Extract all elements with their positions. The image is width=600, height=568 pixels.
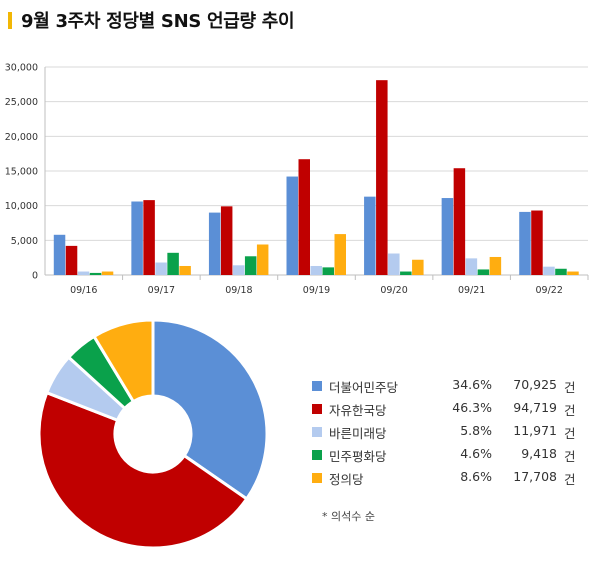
legend-label: 민주평화당 [329,449,387,464]
bar-chart: 0 5,000 10,000 15,000 20,000 25,000 30,000 09/1… [5,63,589,296]
bar [531,210,543,275]
legend-swatch [312,381,322,391]
legend-percent: 46.3% [452,400,492,415]
legend-label: 자유한국당 [329,403,387,418]
bar [232,265,245,275]
y-tick-label: 30,000 [5,63,38,74]
legend-label: 더불어민주당 [329,380,399,395]
x-tick-label: 09/20 [380,285,407,296]
donut-chart [37,318,269,550]
title-bar: 9월 3주차 정당별 SNS 언급량 추이 [8,8,295,32]
legend-count: 11,971 [513,423,557,438]
bar [489,256,502,275]
bar [244,256,257,275]
bar [441,198,454,275]
bar [465,258,478,275]
bar [143,200,155,275]
chart-title: 9월 3주차 정당별 SNS 언급량 추이 [21,11,295,32]
x-tick-label: 09/22 [536,285,563,296]
x-tick-label: 09/19 [303,285,330,296]
x-tick-label: 09/17 [148,285,175,296]
bar [220,206,233,275]
bar [376,80,388,275]
bar [453,168,466,275]
bar [334,234,346,275]
legend-unit: 건 [564,380,576,395]
footnote: * 의석수 순 [322,510,375,523]
legend-row: 자유한국당 46.3% 94,719 건 [312,399,592,422]
bar [101,271,114,275]
bar [179,265,191,275]
legend-unit: 건 [564,426,576,441]
legend-count: 70,925 [513,377,557,392]
bar [298,159,310,275]
x-tick-label: 09/21 [458,285,485,296]
bar [89,272,102,275]
bar [208,212,221,275]
bar [364,196,376,275]
bar [256,244,269,275]
pie-slice [151,318,269,502]
bar [322,267,334,275]
legend-percent: 34.6% [452,377,492,392]
bar [543,266,555,275]
legend-unit: 건 [564,449,576,464]
legend-swatch [312,404,322,414]
pie-legend: 더불어민주당 34.6% 70,925 건 자유한국당 46.3% 94,719… [312,376,592,491]
pie-slice [91,318,155,404]
legend-percent: 5.8% [460,423,492,438]
bar [555,268,567,275]
y-tick-label: 5,000 [11,236,38,247]
bar [167,252,179,275]
bar [388,253,400,275]
legend-label: 정의당 [329,472,364,487]
legend-unit: 건 [564,403,576,418]
bar [310,265,322,275]
legend-swatch [312,473,322,483]
legend-percent: 8.6% [460,469,492,484]
bar [77,271,90,275]
bar [477,269,490,275]
y-tick-label: 15,000 [5,167,38,178]
legend-row: 정의당 8.6% 17,708 건 [312,468,592,491]
y-tick-label: 25,000 [5,97,38,108]
legend-percent: 4.6% [460,446,492,461]
bar [65,245,78,275]
bar [155,262,167,275]
pie-slice [37,390,249,550]
bar [567,271,579,275]
y-tick-label: 10,000 [5,201,38,212]
bar [400,271,412,275]
legend-row: 바른미래당 5.8% 11,971 건 [312,422,592,445]
legend-label: 바른미래당 [329,426,387,441]
bar [53,234,66,275]
y-tick-label: 0 [32,271,38,282]
legend-row: 더불어민주당 34.6% 70,925 건 [312,376,592,399]
legend-swatch [312,427,322,437]
title-accent-mark [8,11,12,29]
legend-row: 민주평화당 4.6% 9,418 건 [312,445,592,468]
legend-swatch [312,450,322,460]
bar [519,211,531,275]
legend-count: 9,418 [521,446,557,461]
legend-count: 17,708 [513,469,557,484]
bar [131,201,143,275]
bar [286,176,298,275]
x-tick-label: 09/16 [70,285,97,296]
x-tick-label: 09/18 [225,285,252,296]
y-tick-label: 20,000 [5,132,38,143]
bar [412,259,424,275]
legend-count: 94,719 [513,400,557,415]
legend-unit: 건 [564,472,576,487]
